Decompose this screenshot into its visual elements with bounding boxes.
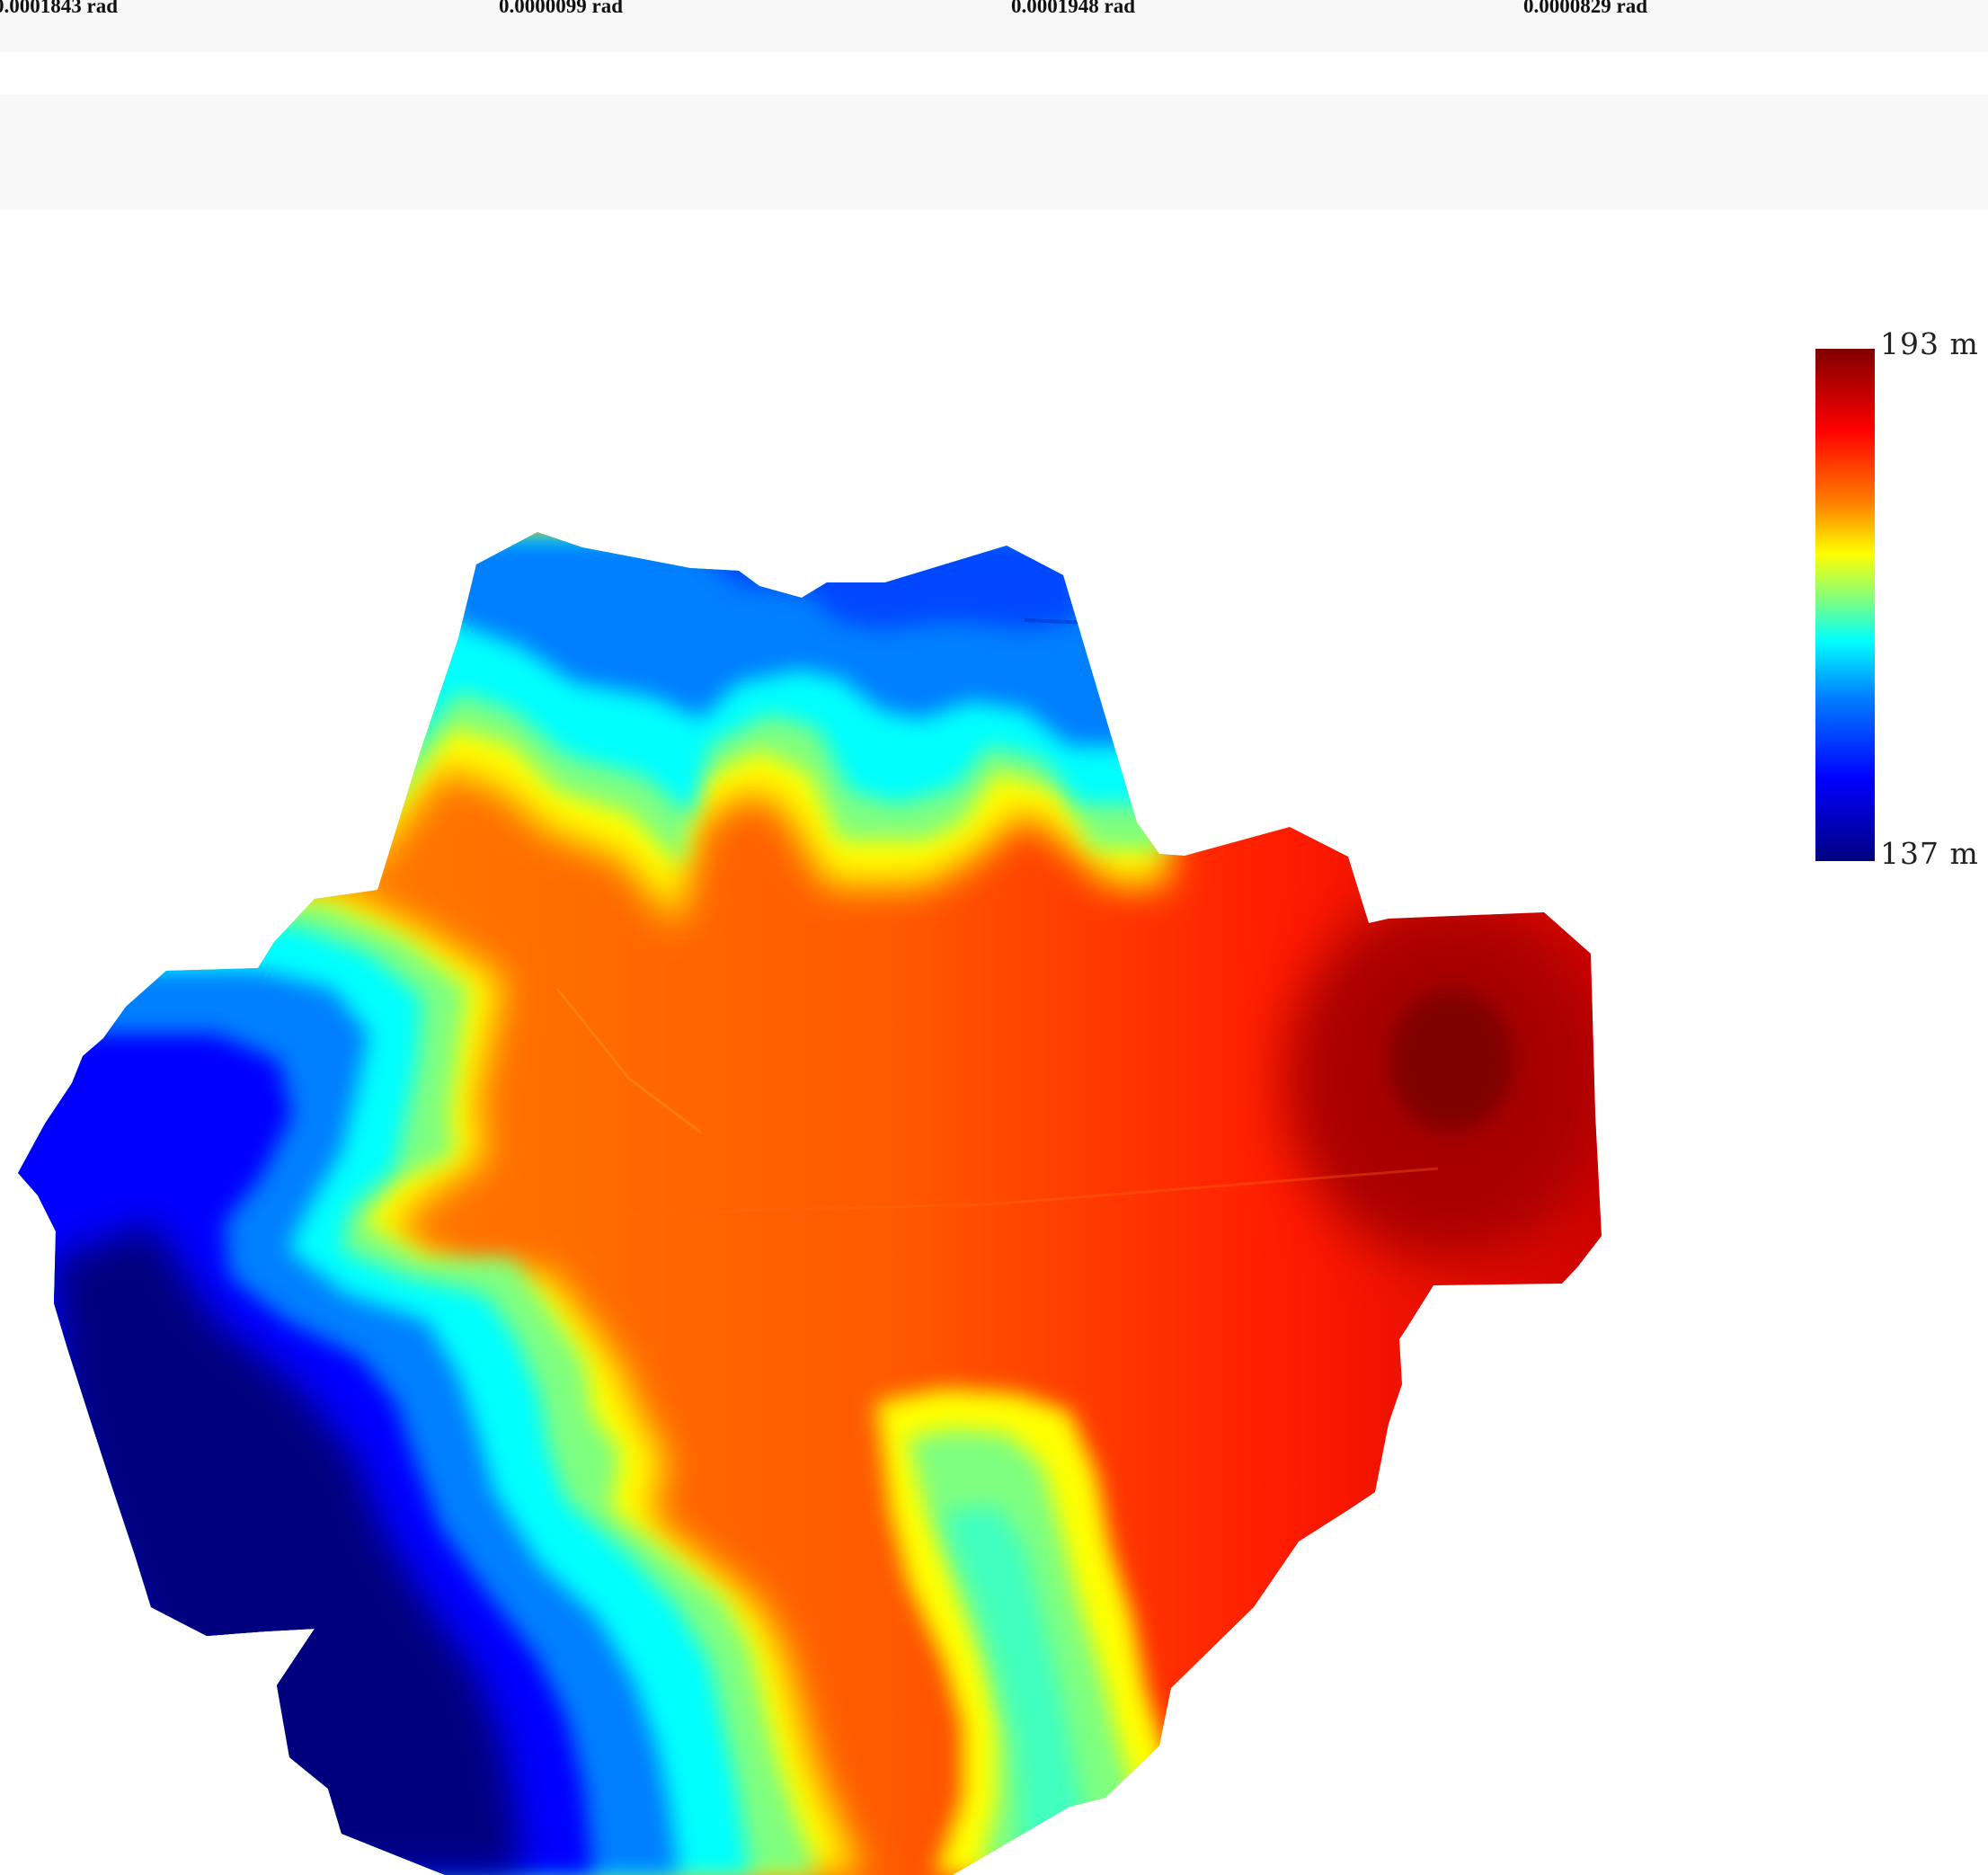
value-cell: 0.0001843 rad: [0, 0, 118, 17]
value-cell: 0.0001948 rad: [1011, 0, 1135, 17]
colorbar-max-label: 193 m: [1880, 326, 1979, 361]
colorbar-min-label: 137 m: [1880, 836, 1979, 871]
values-row: 0.0001843 rad 0.0000099 rad 0.0001948 ra…: [0, 0, 1988, 52]
map-region: [18, 532, 1602, 1875]
empty-band: [0, 94, 1988, 209]
colorbar: [1815, 349, 1875, 861]
value-cell: 0.0000099 rad: [499, 0, 623, 17]
value-cell: 0.0000829 rad: [1523, 0, 1647, 17]
